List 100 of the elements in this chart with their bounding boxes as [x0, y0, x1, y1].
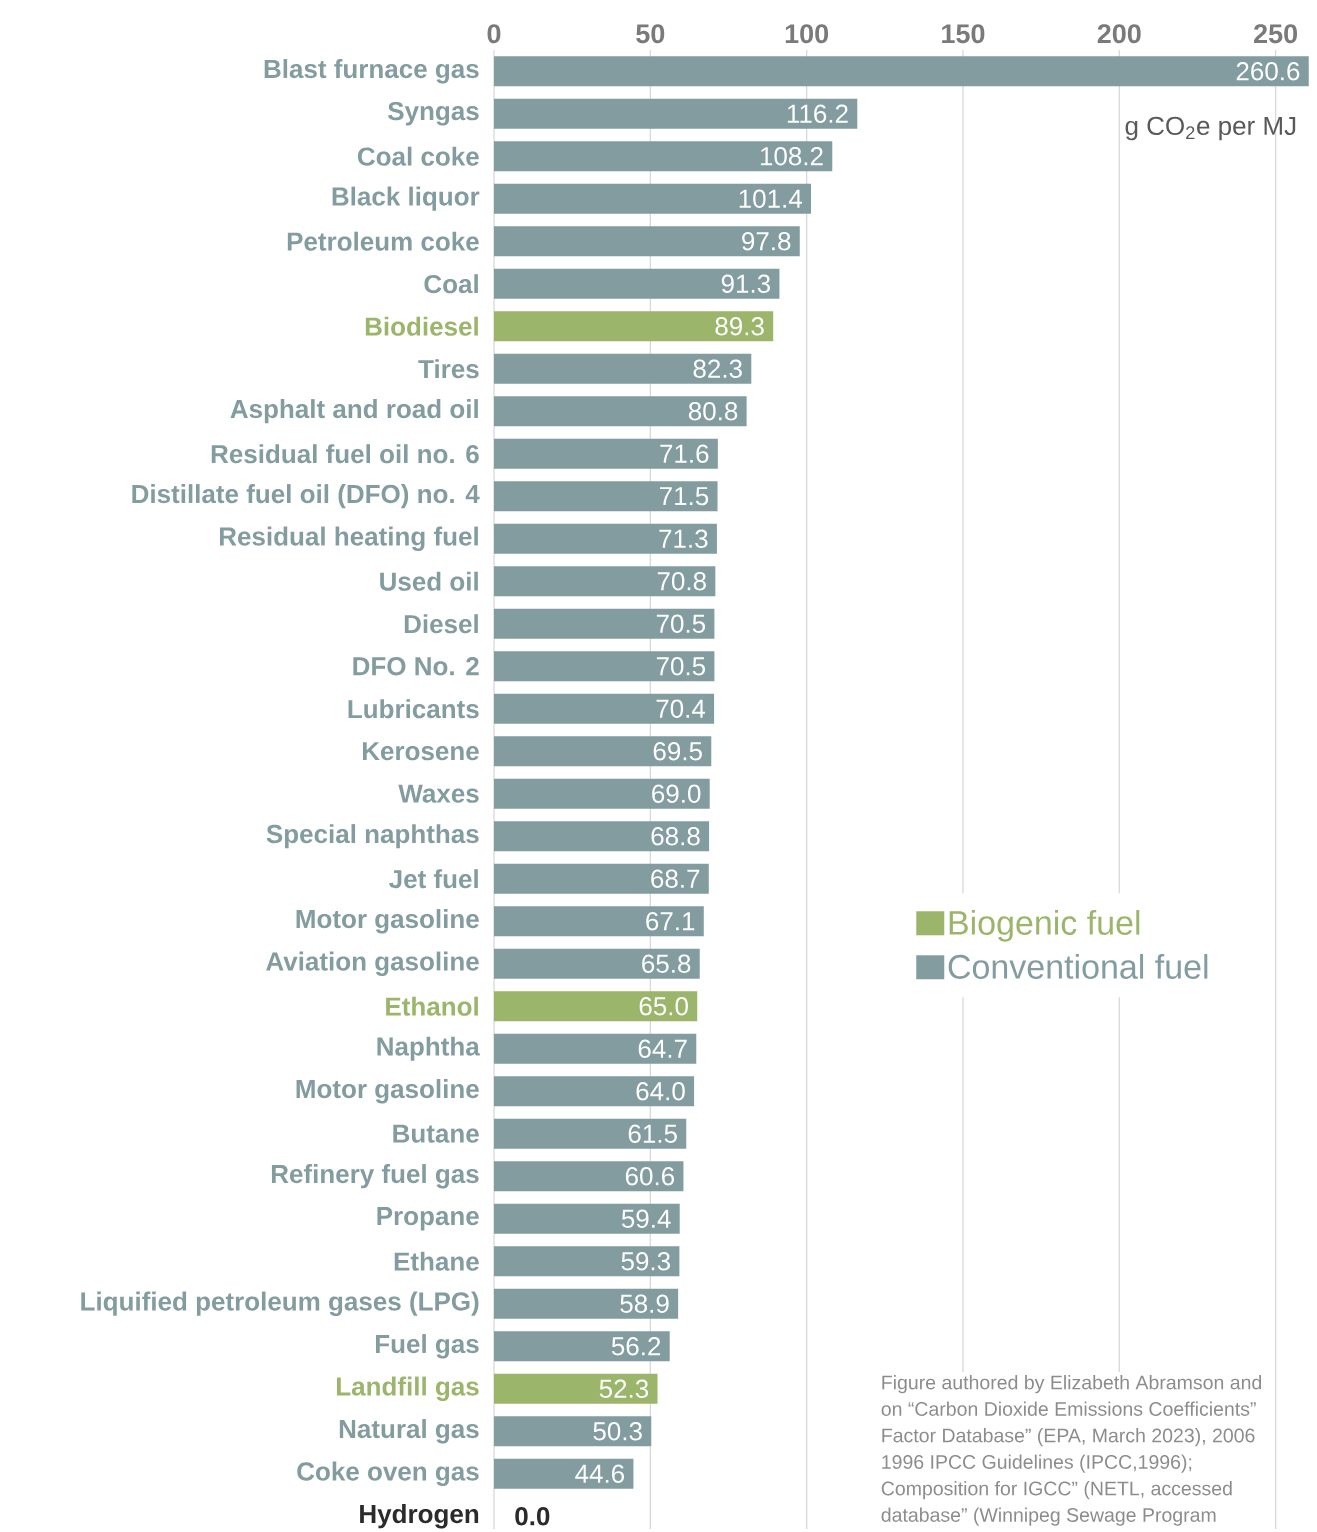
- data-label: 260.6: [1236, 62, 1300, 81]
- x-tick-label: 50: [636, 24, 665, 44]
- bar: [494, 821, 710, 852]
- y-tick-label: Motor gasoline: [296, 909, 479, 934]
- bar: [494, 481, 718, 512]
- data-label: 71.3: [659, 529, 708, 548]
- data-label: 116.2: [787, 104, 848, 123]
- bar: [494, 863, 709, 894]
- bar: [494, 353, 752, 384]
- y-tick-label: Special naphthas: [266, 824, 479, 849]
- y-tick-label: Black liquor: [332, 186, 480, 211]
- bar: [494, 226, 800, 257]
- data-label: 108.2: [760, 147, 823, 166]
- y-tick-label: Propane: [377, 1207, 479, 1231]
- data-label: 69.5: [653, 742, 702, 761]
- bar: [494, 991, 698, 1022]
- y-tick-label: Blast furnace gas: [264, 59, 479, 84]
- bar: [494, 1118, 687, 1149]
- data-label: 60.6: [625, 1167, 675, 1186]
- y-tick-label: Residual fuel oil no. 6: [211, 444, 479, 464]
- bar: [494, 311, 774, 342]
- bar: [494, 1203, 680, 1234]
- y-tick-label: Distillate fuel oil (DFO) no. 4: [132, 484, 480, 509]
- data-label: 71.6: [660, 444, 709, 463]
- y-tick-label: Landfill gas: [337, 1376, 479, 1401]
- y-tick-label: Waxes: [398, 784, 479, 803]
- bar: [494, 1331, 670, 1362]
- data-label: 59.4: [621, 1209, 671, 1228]
- y-tick-label: Fuel gas: [375, 1334, 479, 1359]
- bar: [494, 1373, 658, 1404]
- data-label: 56.2: [611, 1337, 661, 1356]
- x-tick-label: 0: [487, 24, 501, 44]
- y-tick-label: Lubricants: [348, 699, 479, 719]
- data-label: 101.4: [739, 189, 802, 208]
- data-label: 70.8: [657, 572, 706, 591]
- bar: [494, 736, 712, 767]
- x-tick-label: 250: [1254, 24, 1298, 44]
- data-label: 44.6: [575, 1464, 625, 1483]
- bar: [494, 1416, 652, 1447]
- data-label: 70.4: [656, 699, 706, 718]
- x-axis-title: g CO$_{2}$e per MJ: [1125, 116, 1296, 141]
- annotation: Factor Database” (EPA, March 2023), 2006: [882, 1428, 1255, 1447]
- bar: [494, 778, 710, 809]
- legend-label: Biogenic fuel: [949, 909, 1140, 942]
- y-tick-label: Tires: [418, 359, 479, 379]
- y-tick-label: Jet fuel: [389, 869, 478, 889]
- y-tick-label: Hydrogen: [360, 1504, 479, 1529]
- bar: [494, 98, 858, 129]
- data-label: 50.3: [593, 1422, 642, 1441]
- data-label: 70.5: [656, 614, 706, 633]
- x-tick-label: 150: [942, 24, 985, 44]
- x-tick-label: 200: [1097, 24, 1141, 44]
- data-label: 80.8: [688, 402, 738, 421]
- y-tick-label: Petroleum coke: [287, 231, 479, 251]
- y-tick-label: Aviation gasoline: [266, 951, 479, 976]
- bar: [494, 566, 716, 597]
- y-tick-label: Natural gas: [339, 1419, 479, 1444]
- bar: [494, 396, 747, 427]
- bar: [494, 1458, 634, 1489]
- data-label: 64.7: [638, 1039, 687, 1058]
- y-tick-label: Ethane: [394, 1251, 479, 1271]
- bar: [494, 1161, 684, 1192]
- bar: [494, 56, 1309, 87]
- bar: [494, 523, 717, 554]
- annotation: 1996 IPCC Guidelines (IPCC,1996);: [882, 1454, 1192, 1473]
- bar: [494, 1288, 679, 1319]
- y-tick-label: Ethanol: [386, 996, 478, 1016]
- bar: [494, 693, 715, 724]
- data-label: 52.3: [599, 1379, 649, 1398]
- bar: [494, 183, 812, 214]
- y-tick-label: Diesel: [404, 614, 478, 634]
- data-label: 61.5: [628, 1124, 677, 1143]
- y-tick-label: Coal: [424, 274, 478, 294]
- data-label: 82.3: [693, 359, 742, 378]
- bar: [494, 948, 700, 979]
- y-tick-label: Motor gasoline: [296, 1079, 479, 1104]
- bar: [494, 268, 780, 299]
- data-label: 71.5: [660, 487, 709, 506]
- data-label: 69.0: [652, 784, 701, 803]
- y-tick-label: Biodiesel: [365, 316, 478, 336]
- y-tick-label: Butane: [393, 1124, 479, 1143]
- y-tick-label: Used oil: [380, 571, 478, 591]
- y-tick-label: Asphalt and road oil: [230, 399, 478, 424]
- data-label: 68.8: [651, 827, 700, 846]
- annotation: Figure authored by Elizabeth Abramson and: [882, 1375, 1262, 1394]
- data-label: 58.9: [620, 1294, 669, 1313]
- data-label: 64.0: [636, 1082, 685, 1101]
- y-tick-label: Residual heating fuel: [219, 526, 478, 551]
- data-label: 70.5: [656, 657, 706, 676]
- legend-label: Conventional fuel: [948, 953, 1208, 979]
- data-label: 68.7: [651, 869, 700, 888]
- y-tick-label: DFO No. 2: [353, 657, 479, 676]
- bar: [494, 608, 715, 639]
- y-tick-label: Naphtha: [377, 1036, 480, 1061]
- y-tick-label: Refinery fuel gas: [271, 1164, 479, 1189]
- data-label: 67.1: [646, 912, 695, 931]
- bar: [494, 1076, 695, 1107]
- y-tick-label: Coal coke: [357, 146, 479, 166]
- data-label: 89.3: [715, 317, 764, 336]
- bar: [494, 906, 704, 937]
